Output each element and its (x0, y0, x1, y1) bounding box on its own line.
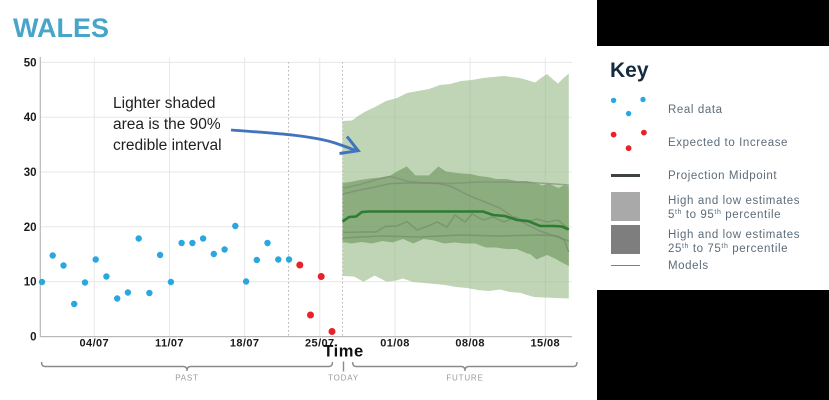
svg-text:50: 50 (24, 57, 37, 69)
svg-text:area is the 90%: area is the 90% (113, 116, 221, 133)
svg-text:10: 10 (24, 277, 37, 289)
svg-text:20: 20 (24, 222, 37, 234)
svg-text:30: 30 (24, 167, 37, 179)
svg-text:08/08: 08/08 (455, 338, 485, 350)
svg-text:0: 0 (30, 332, 36, 344)
svg-text:15/08: 15/08 (531, 338, 561, 350)
svg-text:PAST: PAST (175, 374, 199, 383)
svg-text:FUTURE: FUTURE (446, 374, 483, 383)
svg-text:Lighter shaded: Lighter shaded (113, 95, 216, 112)
svg-text:40: 40 (24, 112, 37, 124)
svg-text:01/08: 01/08 (380, 338, 410, 350)
svg-text:04/07: 04/07 (80, 338, 110, 350)
svg-text:Time: Time (323, 343, 364, 361)
svg-text:25/07: 25/07 (305, 338, 335, 350)
svg-text:TODAY: TODAY (328, 374, 359, 383)
svg-text:11/07: 11/07 (155, 338, 184, 350)
svg-text:credible interval: credible interval (113, 137, 222, 154)
svg-text:18/07: 18/07 (230, 338, 260, 350)
